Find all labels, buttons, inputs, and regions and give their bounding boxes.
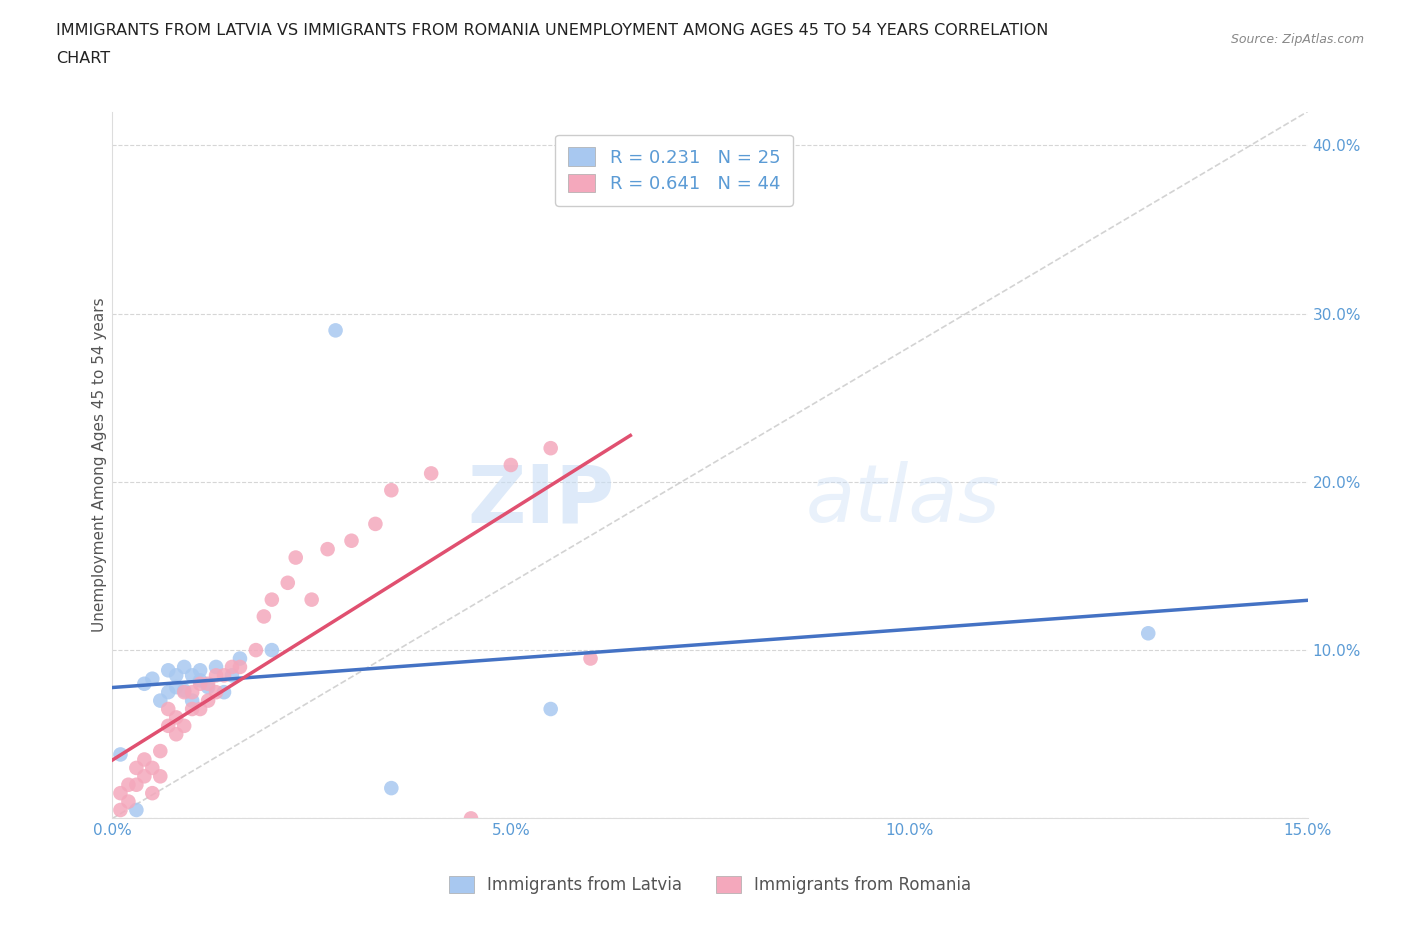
Text: IMMIGRANTS FROM LATVIA VS IMMIGRANTS FROM ROMANIA UNEMPLOYMENT AMONG AGES 45 TO : IMMIGRANTS FROM LATVIA VS IMMIGRANTS FRO… — [56, 23, 1049, 38]
Point — [165, 727, 187, 742]
Point — [188, 663, 211, 678]
Point — [110, 786, 132, 801]
Point — [149, 769, 172, 784]
Point — [181, 693, 204, 708]
Point — [173, 683, 195, 698]
Point — [499, 458, 522, 472]
Point — [316, 541, 339, 556]
Point — [260, 643, 283, 658]
Text: CHART: CHART — [56, 51, 110, 66]
Point — [253, 609, 276, 624]
Point — [110, 747, 132, 762]
Point — [460, 811, 482, 826]
Point — [205, 668, 228, 683]
Point — [245, 643, 267, 658]
Text: Source: ZipAtlas.com: Source: ZipAtlas.com — [1230, 33, 1364, 46]
Point — [364, 516, 387, 531]
Point — [181, 701, 204, 716]
Point — [181, 684, 204, 699]
Point — [260, 592, 283, 607]
Point — [212, 668, 235, 683]
Point — [380, 780, 402, 795]
Point — [157, 718, 180, 733]
Point — [165, 668, 187, 683]
Point — [325, 323, 347, 338]
Point — [188, 676, 211, 691]
Point — [205, 684, 228, 699]
Point — [301, 592, 323, 607]
Point — [125, 803, 148, 817]
Point — [579, 651, 602, 666]
Point — [212, 684, 235, 699]
Point — [149, 744, 172, 759]
Point — [540, 441, 562, 456]
Point — [284, 551, 307, 565]
Y-axis label: Unemployment Among Ages 45 to 54 years: Unemployment Among Ages 45 to 54 years — [91, 298, 107, 632]
Text: atlas: atlas — [806, 461, 1001, 539]
Point — [197, 680, 219, 695]
Point — [188, 673, 211, 688]
Point — [340, 533, 363, 548]
Point — [134, 769, 156, 784]
Point — [134, 752, 156, 767]
Point — [197, 676, 219, 691]
Point — [110, 803, 132, 817]
Point — [141, 671, 163, 686]
Point — [1137, 626, 1160, 641]
Point — [420, 466, 443, 481]
Point — [165, 710, 187, 724]
Point — [277, 576, 299, 591]
Point — [173, 659, 195, 674]
Point — [540, 701, 562, 716]
Point — [157, 684, 180, 699]
Point — [157, 701, 180, 716]
Point — [221, 659, 243, 674]
Point — [149, 693, 172, 708]
Point — [141, 761, 163, 776]
Point — [173, 684, 195, 699]
Point — [125, 777, 148, 792]
Point — [173, 718, 195, 733]
Point — [134, 676, 156, 691]
Point — [181, 668, 204, 683]
Point — [117, 794, 139, 809]
Point — [188, 701, 211, 716]
Point — [229, 659, 252, 674]
Point — [117, 777, 139, 792]
Legend: Immigrants from Latvia, Immigrants from Romania: Immigrants from Latvia, Immigrants from … — [443, 870, 977, 900]
Point — [165, 680, 187, 695]
Point — [157, 663, 180, 678]
Point — [197, 693, 219, 708]
Point — [221, 668, 243, 683]
Text: ZIP: ZIP — [467, 461, 614, 539]
Point — [380, 483, 402, 498]
Point — [125, 761, 148, 776]
Point — [205, 659, 228, 674]
Point — [229, 651, 252, 666]
Point — [141, 786, 163, 801]
